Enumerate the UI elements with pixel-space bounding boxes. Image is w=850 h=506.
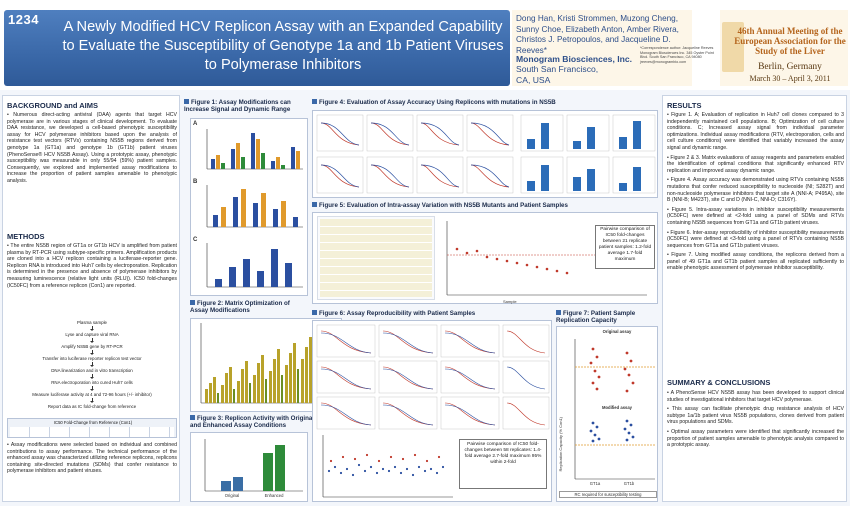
fig7-ylabel: Replication Capacity (% Con1)	[558, 417, 563, 472]
methods-heading: METHODS	[7, 232, 45, 241]
flow-step: Report data as IC fold-change from refer…	[47, 404, 137, 409]
meeting-box: 46th Annual Meeting of the European Asso…	[720, 10, 848, 86]
table-grid	[320, 219, 432, 297]
result-item: • Figure 5. Intra-assay variations in in…	[667, 206, 844, 226]
poster-number: 1234	[8, 12, 39, 27]
flow-arrow-icon	[90, 338, 94, 343]
figure-6-title: Figure 6: Assay Reproducibility with Pat…	[312, 310, 552, 317]
workflow-diagram: Plasma sample Lyse and capture viral RNA…	[6, 320, 178, 416]
summary-item: • Optimal assay parameters were identifi…	[667, 428, 844, 449]
figure-7-scatter	[574, 339, 655, 480]
meeting-title: 46th Annual Meeting of the European Asso…	[734, 26, 846, 56]
flow-step: DNA linearization and in vitro transcrip…	[51, 368, 133, 373]
easl-logo	[722, 22, 744, 72]
figure-5-table	[317, 216, 435, 300]
flow-arrow-icon	[90, 398, 94, 403]
flow-arrow-icon	[90, 326, 94, 331]
results-heading: RESULTS	[667, 101, 702, 110]
figure-5-title: Figure 5: Evaluation of Intra-assay Vari…	[312, 202, 658, 209]
summary-list: • A PhenoSense HCV NS5B assay has been d…	[667, 390, 844, 452]
result-item: • Figure 1. A; Evaluation of replication…	[667, 112, 844, 151]
flow-arrow-icon	[90, 386, 94, 391]
figure-3-panel: Original Enhanced	[190, 432, 308, 502]
flow-step: RNA electroporation into cured Huh7 cell…	[51, 380, 133, 385]
affiliation-state: CA, USA	[516, 74, 551, 85]
background-text: • Numerous direct-acting antiviral (DAA)…	[7, 112, 177, 184]
panel-a-label: A	[193, 121, 198, 127]
author-list: Dong Han, Kristi Strommen, Muzong Cheng,…	[516, 14, 679, 55]
summary-item: • A PhenoSense HCV NS5B assay has been d…	[667, 390, 844, 403]
flow-step: Measure luciferase activity at 4 and 72-…	[32, 392, 152, 397]
title-band: 1234 A Newly Modified HCV Replicon Assay…	[4, 10, 510, 86]
figure-5-note: Pairwise comparison of IC50 fold-changes…	[595, 225, 655, 269]
poster-header: 1234 A Newly Modified HCV Replicon Assay…	[0, 0, 850, 90]
fig5-xlabel: Sample	[503, 299, 517, 304]
fig7-legend: RC required for susceptibility testing	[559, 491, 657, 498]
flow-step: Transfer into luciferase reporter replic…	[42, 356, 142, 361]
fig3-x-enhanced: Enhanced	[264, 493, 284, 498]
result-item: • Figure 7. Using modified assay conditi…	[667, 252, 844, 272]
figure-1-bars	[206, 129, 303, 288]
figure-6-panel: Pairwise comparison of IC50 fold-changes…	[312, 320, 552, 502]
background-heading: BACKGROUND and AIMS	[7, 101, 98, 110]
ic50-table-caption: IC50 Fold-Change from Reference (Con1)	[53, 420, 133, 425]
figure-4-title: Figure 4: Evaluation of Assay Accuracy U…	[312, 99, 658, 106]
panel-c-label: C	[193, 237, 198, 243]
right-column: RESULTS • Figure 1. A; Evaluation of rep…	[662, 95, 847, 502]
figure-3-bars	[204, 439, 303, 492]
figure-1-panel: A B C	[190, 118, 308, 296]
result-item: • Figure 2 & 3. Matrix evaluations of as…	[667, 154, 844, 174]
methods-text: • The entire NS5B region of GT1a or GT1b…	[7, 243, 177, 289]
affiliation: Monogram Biosciences, Inc. South San Fra…	[516, 54, 632, 85]
assay-modification-text: • Assay modifications were selected base…	[7, 442, 177, 475]
result-item: • Figure 6. Inter-assay reproducibility …	[667, 229, 844, 249]
corresponding-author: *Correspondence author: Jacqueline Reeve…	[640, 46, 714, 64]
left-column: BACKGROUND and AIMS • Numerous direct-ac…	[2, 95, 180, 502]
figure-5-panel: Pairwise comparison of IC50 fold-changes…	[312, 212, 658, 304]
flow-step: Amplify NS5B gene by RT-PCR	[61, 344, 123, 349]
result-item: • Figure 4. Assay accuracy was demonstra…	[667, 177, 844, 204]
fig7-x-gt1b: GT1b	[623, 481, 635, 486]
fig7-original-label: Original assay	[602, 329, 632, 334]
figure-6-curves	[316, 324, 550, 498]
figure-2-title: Figure 2: Matrix Optimization of Assay M…	[190, 300, 290, 314]
flow-step: Plasma sample	[76, 320, 107, 325]
figure-6-note: Pairwise comparison of IC50 fold-changes…	[459, 439, 547, 489]
summary-heading: SUMMARY & CONCLUSIONS	[667, 378, 771, 387]
figure-7-panel: Original assay Modified assay Replicatio…	[556, 326, 658, 502]
results-list: • Figure 1. A; Evaluation of replication…	[667, 112, 844, 275]
flow-arrow-icon	[90, 350, 94, 355]
flow-arrow-icon	[90, 362, 94, 367]
fig3-x-original: Original	[224, 493, 240, 498]
summary-item: • This assay can facilitate phenotypic d…	[667, 406, 844, 426]
figure-3-title: Figure 3: Replicon Activity with Origina…	[190, 415, 315, 429]
ic50-table: IC50 Fold-Change from Reference (Con1)	[7, 418, 177, 438]
poster-title: A Newly Modified HCV Replicon Assay with…	[62, 19, 504, 73]
affiliation-name: Monogram Biosciences, Inc.	[516, 54, 633, 64]
figure-4-panel	[312, 110, 658, 198]
panel-b-label: B	[193, 179, 198, 185]
meeting-dates: March 30 – April 3, 2011	[749, 74, 831, 83]
fig7-x-gt1a: GT1a	[589, 481, 601, 486]
affiliation-city: South San Francisco,	[516, 64, 599, 75]
authors-box: Dong Han, Kristi Strommen, Muzong Cheng,…	[512, 10, 692, 86]
ic50-table-grid	[10, 427, 174, 437]
figure-1-title: Figure 1: Assay Modifications can Increa…	[184, 99, 291, 113]
flow-arrow-icon	[90, 374, 94, 379]
flow-step: Lyse and capture viral RNA	[65, 332, 119, 337]
figure-4-dose-response-grid	[316, 114, 656, 194]
fig7-modified-label: Modified assay	[601, 405, 633, 410]
meeting-location: Berlin, Germany	[758, 62, 822, 72]
figure-7-title: Figure 7: Patient Sample Replication Cap…	[556, 310, 636, 324]
